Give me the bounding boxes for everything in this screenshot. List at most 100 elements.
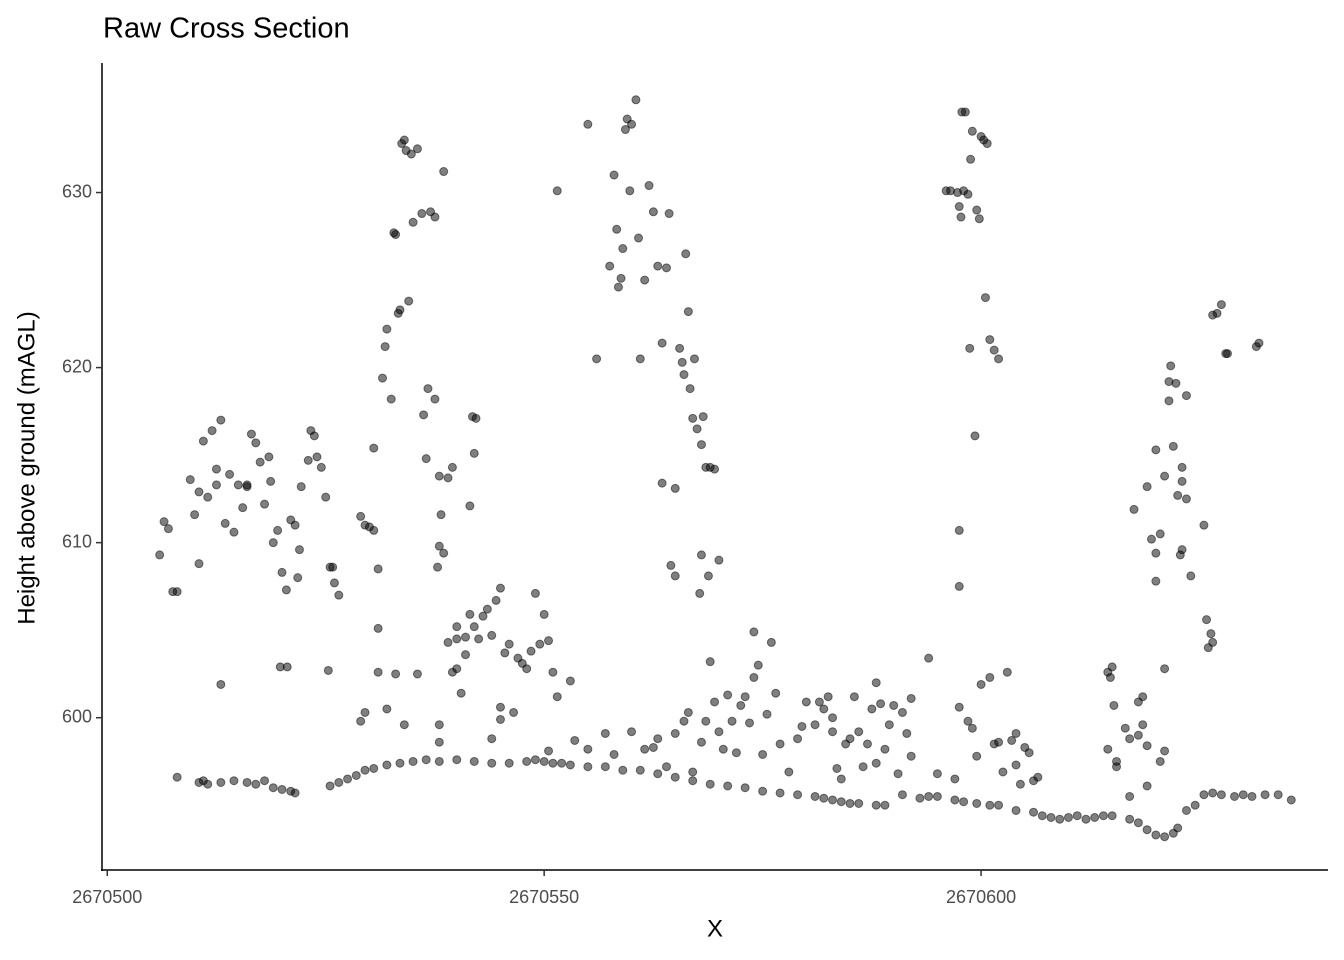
point — [309, 431, 319, 441]
point — [412, 144, 422, 154]
point — [1190, 800, 1200, 810]
point — [985, 335, 995, 345]
point — [185, 475, 195, 485]
point — [456, 688, 466, 698]
point — [369, 525, 379, 535]
point — [522, 756, 532, 766]
point — [535, 639, 545, 649]
point — [845, 798, 855, 808]
point — [880, 800, 890, 810]
point — [889, 700, 899, 710]
point — [198, 436, 208, 446]
point — [583, 762, 593, 772]
point — [871, 758, 881, 768]
point — [902, 728, 912, 738]
point — [736, 700, 746, 710]
chart-title: Raw Cross Section — [103, 13, 350, 45]
point — [251, 438, 261, 448]
point — [1173, 823, 1183, 833]
point — [906, 751, 916, 761]
point — [858, 762, 868, 772]
point — [434, 541, 444, 551]
point — [980, 293, 990, 303]
point — [216, 679, 226, 689]
point — [657, 478, 667, 488]
point — [487, 758, 497, 768]
point — [960, 107, 970, 117]
point — [972, 751, 982, 761]
point — [552, 186, 562, 196]
point — [1129, 504, 1139, 514]
point — [635, 765, 645, 775]
point — [1181, 494, 1191, 504]
point — [172, 772, 182, 782]
point — [1155, 529, 1165, 539]
point — [1120, 723, 1130, 733]
point — [1029, 807, 1039, 817]
point — [461, 650, 471, 660]
point — [452, 664, 462, 674]
point — [266, 476, 276, 486]
point — [530, 588, 540, 598]
point — [1011, 760, 1021, 770]
point — [880, 744, 890, 754]
point — [378, 373, 388, 383]
point — [1125, 814, 1135, 824]
point — [404, 296, 414, 306]
point — [745, 718, 755, 728]
point — [1202, 615, 1212, 625]
point — [950, 774, 960, 784]
point — [439, 548, 449, 558]
point — [1171, 378, 1181, 388]
point — [1254, 338, 1264, 348]
point — [443, 637, 453, 647]
point — [762, 709, 772, 719]
point — [421, 454, 431, 464]
point — [1206, 629, 1216, 639]
point — [1199, 790, 1209, 800]
point — [399, 135, 409, 145]
x-tick-label: 2670500 — [72, 887, 142, 907]
point — [967, 126, 977, 136]
point — [695, 588, 705, 598]
point — [613, 282, 623, 292]
point — [539, 609, 549, 619]
point — [373, 667, 383, 677]
point — [211, 464, 221, 474]
point — [966, 154, 976, 164]
point — [670, 772, 680, 782]
point — [1002, 667, 1012, 677]
point — [1160, 832, 1170, 842]
point — [225, 469, 235, 479]
point — [1011, 805, 1021, 815]
point — [723, 781, 733, 791]
point — [1208, 788, 1218, 798]
point — [469, 756, 479, 766]
point — [373, 623, 383, 633]
point — [423, 384, 433, 394]
point — [1142, 781, 1152, 791]
point — [627, 727, 637, 737]
point — [849, 692, 859, 702]
point — [635, 354, 645, 364]
point — [1142, 825, 1152, 835]
point — [836, 797, 846, 807]
point — [433, 562, 443, 572]
point — [681, 249, 691, 259]
point — [293, 573, 303, 583]
point — [452, 634, 462, 644]
point — [1177, 462, 1187, 472]
point — [1133, 730, 1143, 740]
point — [1173, 490, 1183, 500]
point — [552, 692, 562, 702]
point — [242, 777, 252, 787]
point — [1138, 692, 1148, 702]
point — [369, 763, 379, 773]
point — [954, 702, 964, 712]
point — [618, 244, 628, 254]
point — [1212, 308, 1222, 318]
point — [670, 728, 680, 738]
point — [683, 707, 693, 717]
point — [710, 697, 720, 707]
point — [954, 525, 964, 535]
